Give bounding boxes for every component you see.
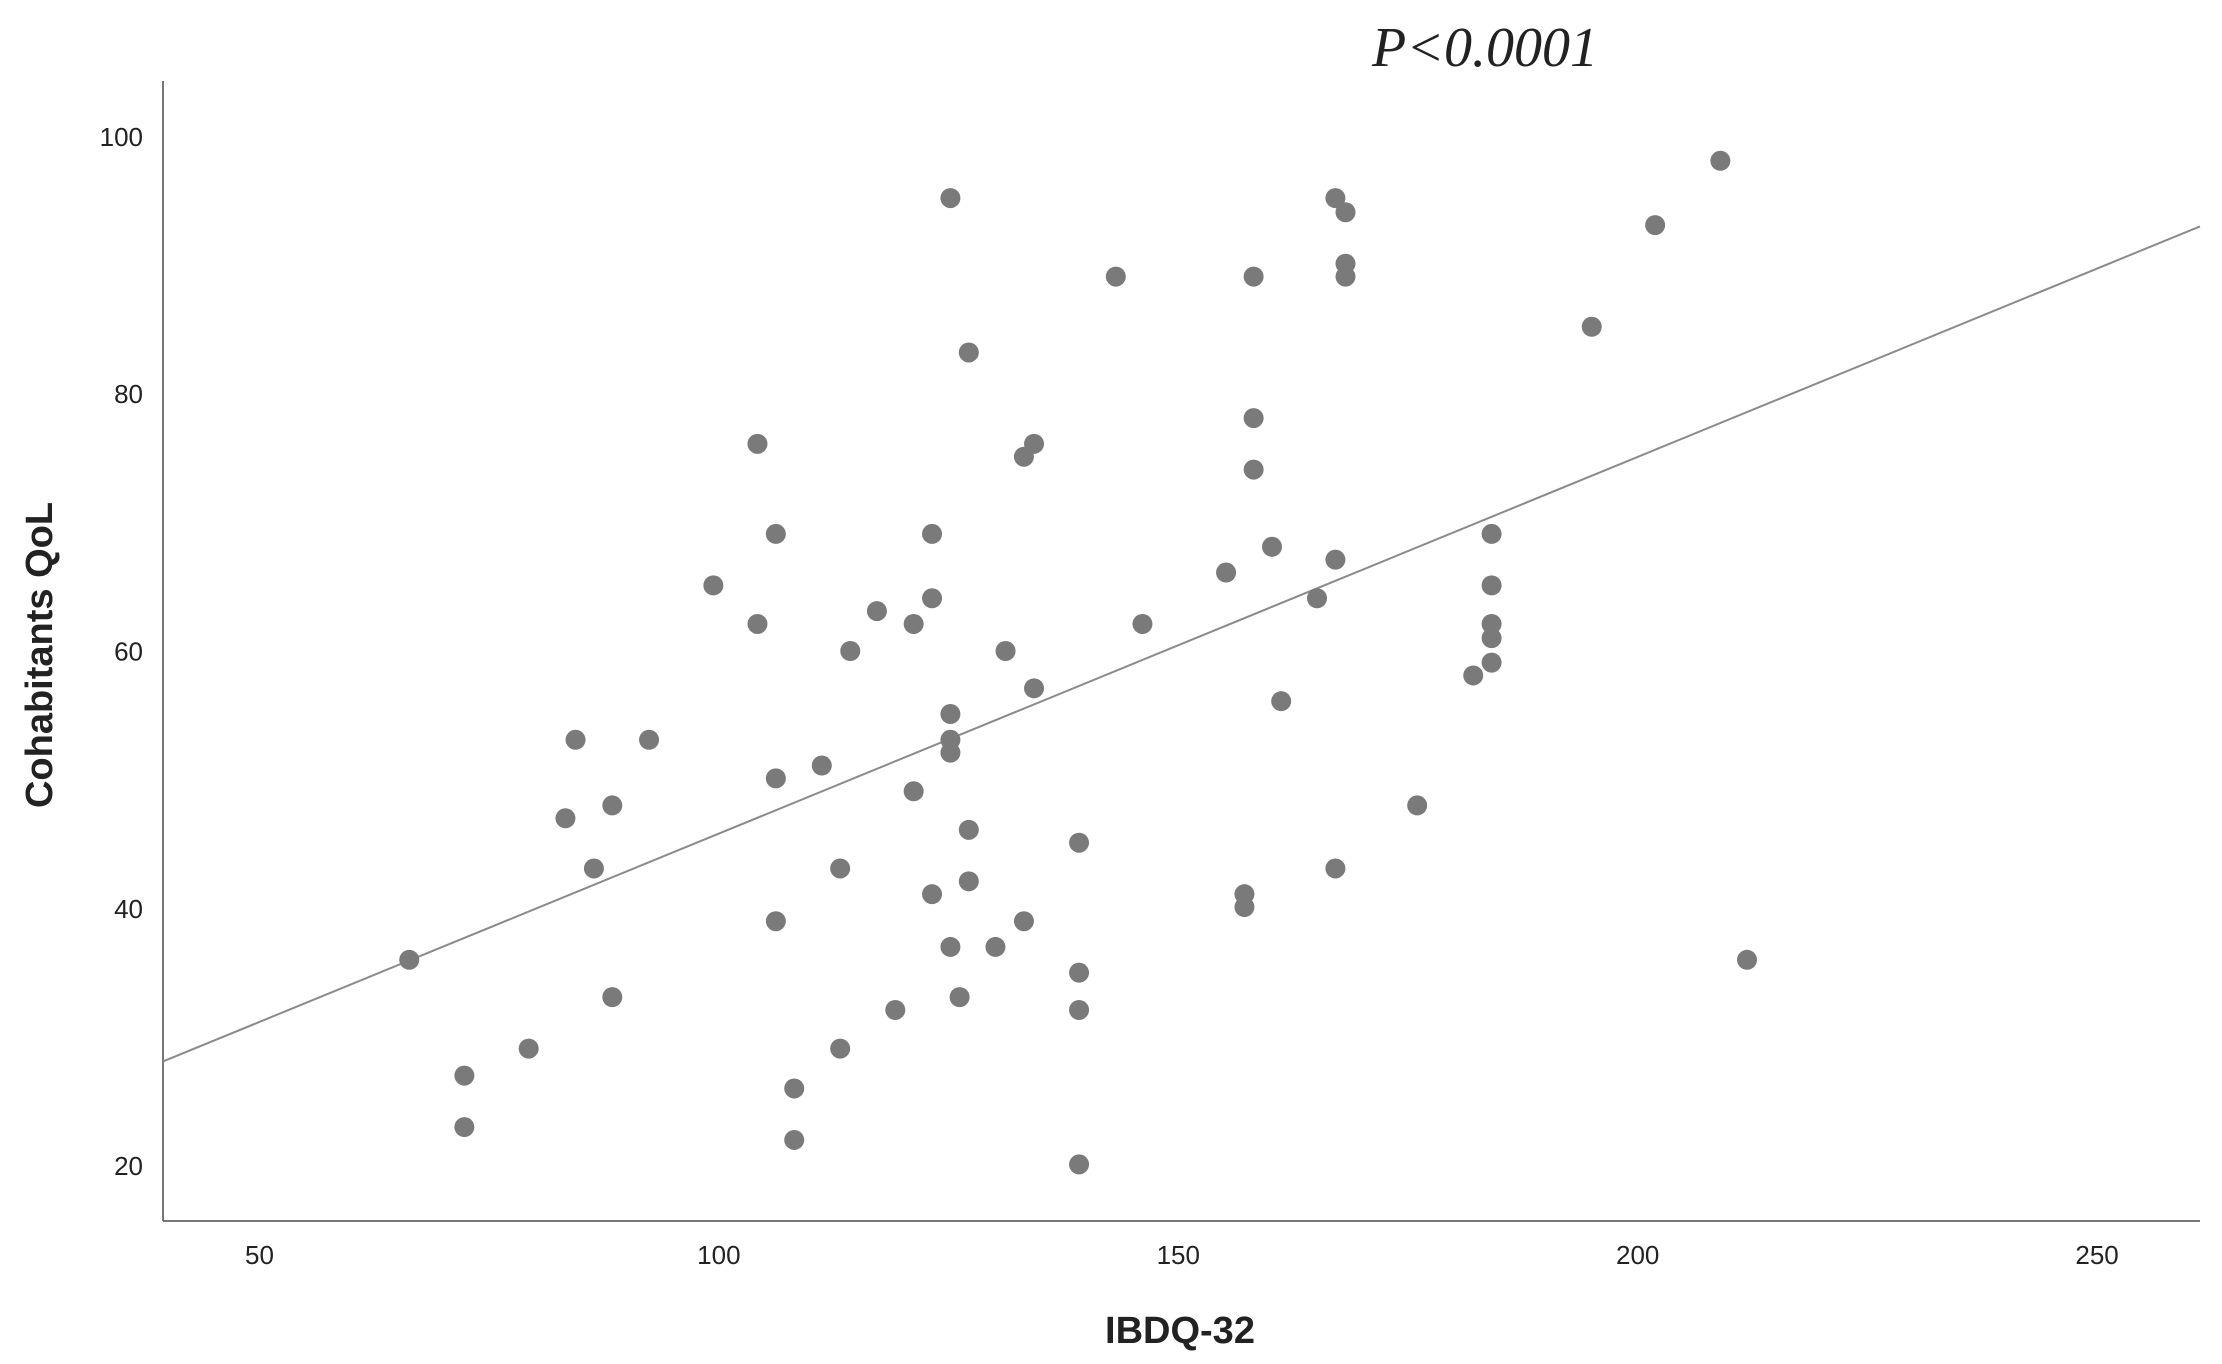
point bbox=[1481, 652, 1502, 673]
point bbox=[1024, 433, 1045, 454]
point bbox=[985, 936, 1006, 957]
point bbox=[1069, 962, 1090, 983]
point bbox=[1271, 691, 1292, 712]
point bbox=[1325, 858, 1346, 879]
point bbox=[1463, 665, 1484, 686]
point bbox=[1069, 999, 1090, 1020]
point bbox=[1481, 523, 1502, 544]
point bbox=[784, 1078, 805, 1099]
point bbox=[747, 433, 768, 454]
point bbox=[1216, 562, 1237, 583]
point bbox=[1105, 266, 1126, 287]
point bbox=[830, 858, 851, 879]
point bbox=[922, 523, 943, 544]
point bbox=[830, 1038, 851, 1059]
point bbox=[1737, 949, 1758, 970]
y-tick-label: 20 bbox=[114, 1151, 143, 1181]
point bbox=[903, 613, 924, 634]
point bbox=[1581, 316, 1602, 337]
y-tick-label: 100 bbox=[100, 122, 143, 152]
point bbox=[1710, 150, 1731, 171]
point bbox=[1481, 613, 1502, 634]
point bbox=[958, 342, 979, 363]
point bbox=[940, 704, 961, 725]
point bbox=[922, 588, 943, 609]
point bbox=[1481, 575, 1502, 596]
point bbox=[1481, 628, 1502, 649]
point bbox=[922, 884, 943, 905]
y-axis-label: Cohabitants QoL bbox=[19, 502, 61, 808]
point bbox=[765, 523, 786, 544]
point bbox=[940, 742, 961, 763]
point bbox=[995, 641, 1016, 661]
point bbox=[1069, 1154, 1090, 1175]
point bbox=[1325, 188, 1346, 209]
x-tick-label: 50 bbox=[245, 1240, 274, 1270]
y-tick-label: 80 bbox=[114, 379, 143, 409]
point bbox=[639, 729, 660, 750]
point bbox=[949, 987, 970, 1008]
x-tick-label: 200 bbox=[1616, 1240, 1659, 1270]
point bbox=[811, 755, 832, 776]
chart-title: P<0.0001 bbox=[1371, 17, 1598, 79]
point bbox=[703, 575, 724, 596]
point bbox=[940, 936, 961, 957]
point bbox=[602, 795, 623, 816]
point bbox=[399, 949, 420, 970]
point bbox=[1024, 678, 1045, 699]
point bbox=[958, 871, 979, 892]
x-tick-label: 250 bbox=[2075, 1240, 2118, 1270]
point bbox=[1243, 408, 1264, 429]
point bbox=[885, 999, 906, 1020]
y-tick-label: 40 bbox=[114, 894, 143, 924]
point bbox=[1243, 266, 1264, 287]
point bbox=[1234, 897, 1255, 918]
x-axis-label: IBDQ-32 bbox=[1105, 1310, 1255, 1352]
trend-line bbox=[162, 225, 2201, 1063]
x-tick-label: 150 bbox=[1157, 1240, 1200, 1270]
point bbox=[555, 808, 576, 829]
point bbox=[747, 613, 768, 634]
point bbox=[565, 729, 586, 750]
point bbox=[454, 1065, 475, 1086]
point bbox=[958, 819, 979, 840]
point bbox=[454, 1117, 475, 1138]
point bbox=[1013, 911, 1034, 932]
point bbox=[840, 641, 861, 661]
point bbox=[866, 601, 887, 622]
point bbox=[602, 987, 623, 1008]
point bbox=[1307, 588, 1328, 609]
point bbox=[583, 858, 604, 879]
point bbox=[1325, 549, 1346, 570]
point bbox=[1335, 202, 1356, 223]
point bbox=[1407, 795, 1428, 816]
point bbox=[765, 911, 786, 932]
point bbox=[1132, 613, 1153, 634]
point bbox=[903, 781, 924, 802]
point bbox=[1243, 459, 1264, 480]
x-tick-label: 100 bbox=[697, 1240, 740, 1270]
point bbox=[1262, 536, 1283, 557]
point bbox=[1335, 266, 1356, 287]
point bbox=[940, 188, 961, 209]
point bbox=[1069, 832, 1090, 853]
point bbox=[784, 1129, 805, 1150]
point bbox=[1645, 215, 1666, 236]
point bbox=[765, 768, 786, 789]
point bbox=[518, 1038, 539, 1059]
y-tick-label: 60 bbox=[114, 636, 143, 666]
